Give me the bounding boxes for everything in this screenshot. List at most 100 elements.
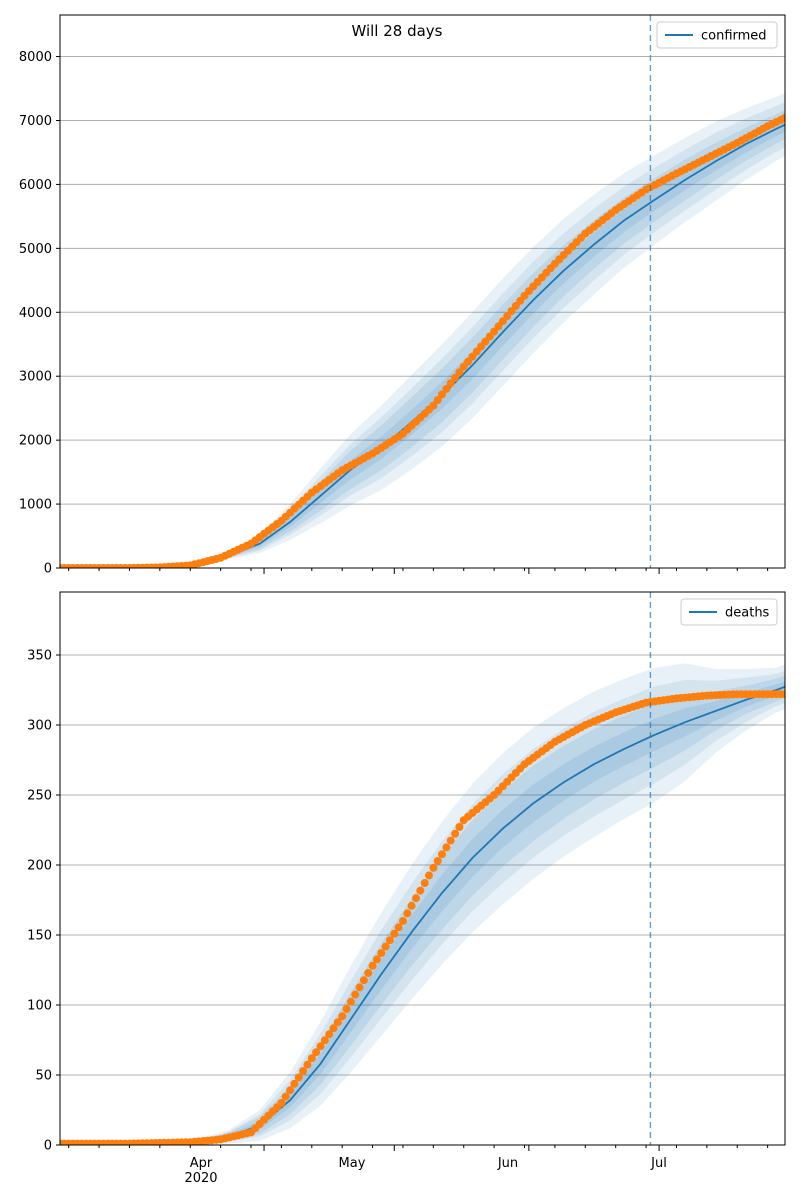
observed-point [403, 909, 412, 918]
observed-point [399, 917, 407, 925]
y-tick-label: 1000 [19, 498, 52, 513]
observed-point [438, 850, 446, 859]
observed-point [377, 949, 386, 957]
observed-point [303, 1060, 312, 1069]
observed-point [312, 1048, 321, 1057]
uncertainty-band-3 [60, 117, 785, 568]
uncertainty-band-0 [60, 93, 785, 568]
y-tick-label: 7000 [19, 114, 52, 129]
observed-point [355, 983, 364, 992]
observed-point [307, 1054, 316, 1063]
observed-point [785, 690, 793, 698]
observed-point [385, 936, 394, 945]
y-tick-label: 0 [44, 562, 52, 577]
observed-point [455, 368, 464, 377]
observed-point [790, 690, 798, 698]
legend-label: deaths [725, 606, 770, 621]
observed-point [438, 390, 446, 399]
observed-point [351, 990, 360, 999]
observed-point [420, 879, 429, 887]
observed-point [794, 690, 800, 698]
x-tick-label-year: 2020 [184, 1171, 217, 1186]
observed-point [338, 1012, 347, 1021]
plot-area [60, 15, 800, 568]
observed-point [794, 108, 800, 116]
observed-point [325, 1030, 334, 1039]
observed-point [286, 1086, 295, 1095]
observed-point [316, 1042, 325, 1051]
observed-point [294, 1073, 303, 1082]
observed-point [433, 857, 442, 865]
observed-point [455, 823, 464, 831]
observed-point [342, 1005, 351, 1013]
observed-point [781, 113, 785, 122]
observed-point [390, 929, 399, 938]
legend-label: confirmed [701, 29, 767, 44]
observed-point [781, 690, 785, 699]
y-tick-label: 3000 [19, 370, 52, 385]
chart-title: Will 28 days [351, 22, 442, 40]
observed-point [381, 942, 390, 951]
observed-point [433, 396, 442, 404]
observed-point [364, 969, 373, 977]
observed-point [407, 901, 416, 910]
x-tick-label: Jun [497, 1156, 518, 1171]
observed-point [490, 327, 499, 336]
confirmed-panel: 0 1000 2000 3000 4000 5000 6000 7000 8000 confirm… [19, 14, 800, 577]
uncertainty-band-0 [60, 663, 785, 1145]
model-line-confirmed [60, 123, 785, 568]
observed-point [372, 955, 381, 964]
observed-point [429, 863, 438, 872]
observed-point [290, 1079, 299, 1088]
y-tick-label: 150 [27, 929, 52, 944]
observed-point [451, 829, 460, 838]
observed-point [442, 384, 451, 393]
observed-point [299, 1067, 308, 1075]
y-tick-label: 0 [44, 1139, 52, 1154]
legend-box [680, 598, 778, 626]
observed-point [368, 961, 377, 970]
uncertainty-band-2 [60, 110, 785, 568]
y-tick-label: 250 [27, 789, 52, 804]
observed-point [346, 997, 355, 1006]
axes-frame [59, 14, 786, 569]
observed-point [451, 373, 460, 382]
y-tick-label: 200 [27, 859, 52, 874]
observed-point [785, 112, 793, 120]
x-tick-label: Apr [190, 1156, 213, 1171]
observed-point [446, 836, 455, 845]
y-tick-label: 50 [35, 1069, 52, 1084]
observed-point [425, 871, 433, 880]
legend: deaths [680, 598, 778, 626]
observed-point [446, 379, 455, 388]
y-tick-label: 6000 [19, 178, 52, 193]
plot-area [60, 592, 800, 1145]
observed-point [281, 1092, 290, 1101]
observed-point [320, 1036, 329, 1045]
x-tick-label: May [339, 1156, 366, 1171]
observed-point [394, 923, 403, 932]
y-tick-label: 5000 [19, 242, 52, 257]
observed-point [277, 1099, 286, 1107]
legend: confirmed [656, 21, 778, 49]
y-tick-label: 8000 [19, 50, 52, 65]
y-tick-label: 300 [27, 719, 52, 734]
observed-point [416, 886, 425, 895]
y-tick-label: 100 [27, 999, 52, 1014]
observed-point [790, 110, 798, 118]
observed-point [442, 843, 451, 852]
observed-point [359, 976, 368, 985]
observed-point [429, 401, 438, 410]
y-tick-label: 350 [27, 649, 52, 664]
uncertainty-band-2 [60, 675, 785, 1145]
uncertainty-band-3 [60, 681, 785, 1145]
y-tick-label: 4000 [19, 306, 52, 321]
legend-box [656, 21, 778, 49]
observed-point [412, 894, 420, 903]
deaths-panel: 0 50 100 150 200 250 300 350 Apr May Jun Jul deaths [27, 591, 800, 1171]
x-tick-label: Jul [650, 1156, 667, 1171]
observed-point [329, 1024, 338, 1033]
uncertainty-band-1 [60, 670, 785, 1145]
y-tick-label: 2000 [19, 434, 52, 449]
